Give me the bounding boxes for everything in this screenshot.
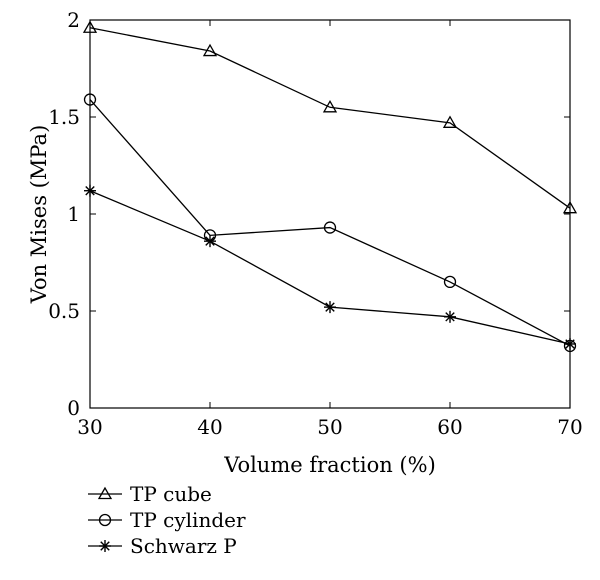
legend-label: Schwarz P	[130, 534, 237, 558]
legend-label: TP cylinder	[130, 508, 246, 532]
legend-marker	[97, 486, 113, 500]
series-layer	[82, 20, 578, 353]
series-line	[89, 190, 571, 345]
series-1	[83, 93, 577, 353]
data-point	[323, 221, 337, 234]
x-tick-label: 30	[77, 415, 102, 439]
data-point	[84, 184, 96, 197]
data-point	[444, 310, 456, 323]
legend-item: TP cylinder	[88, 508, 246, 532]
legend-label: TP cube	[130, 482, 212, 506]
y-tick-label: 0.5	[48, 299, 80, 323]
data-point	[324, 301, 336, 314]
legend-marker	[98, 513, 112, 527]
series-line	[89, 99, 571, 347]
y-tick-label: 1.5	[48, 105, 80, 129]
x-tick-label: 60	[437, 415, 462, 439]
data-point	[202, 43, 218, 57]
data-point	[564, 337, 576, 350]
y-tick-label: 0	[67, 396, 80, 420]
series-2	[84, 184, 576, 350]
legend-item: Schwarz P	[88, 534, 237, 558]
data-point	[442, 115, 458, 128]
x-tick-label: 70	[557, 415, 582, 439]
data-point	[82, 20, 98, 33]
axis-ticks: 30 40 50 60 70 0 0.5 1 1.5 2	[48, 8, 583, 439]
data-point	[443, 275, 457, 289]
series-0	[82, 20, 578, 214]
y-tick-label: 1	[67, 202, 80, 226]
y-tick-label: 2	[67, 8, 80, 32]
data-point	[322, 99, 338, 113]
plot-frame	[89, 19, 571, 409]
y-axis-label: Von Mises (MPa)	[27, 125, 51, 305]
legend-item: TP cube	[88, 482, 212, 506]
legend-marker	[99, 540, 111, 552]
data-point	[562, 200, 578, 214]
x-axis-label: Volume fraction (%)	[223, 453, 436, 477]
series-line	[89, 27, 571, 209]
x-tick-label: 50	[317, 415, 342, 439]
data-point	[83, 93, 97, 106]
data-point	[204, 235, 216, 248]
x-tick-label: 40	[197, 415, 222, 439]
